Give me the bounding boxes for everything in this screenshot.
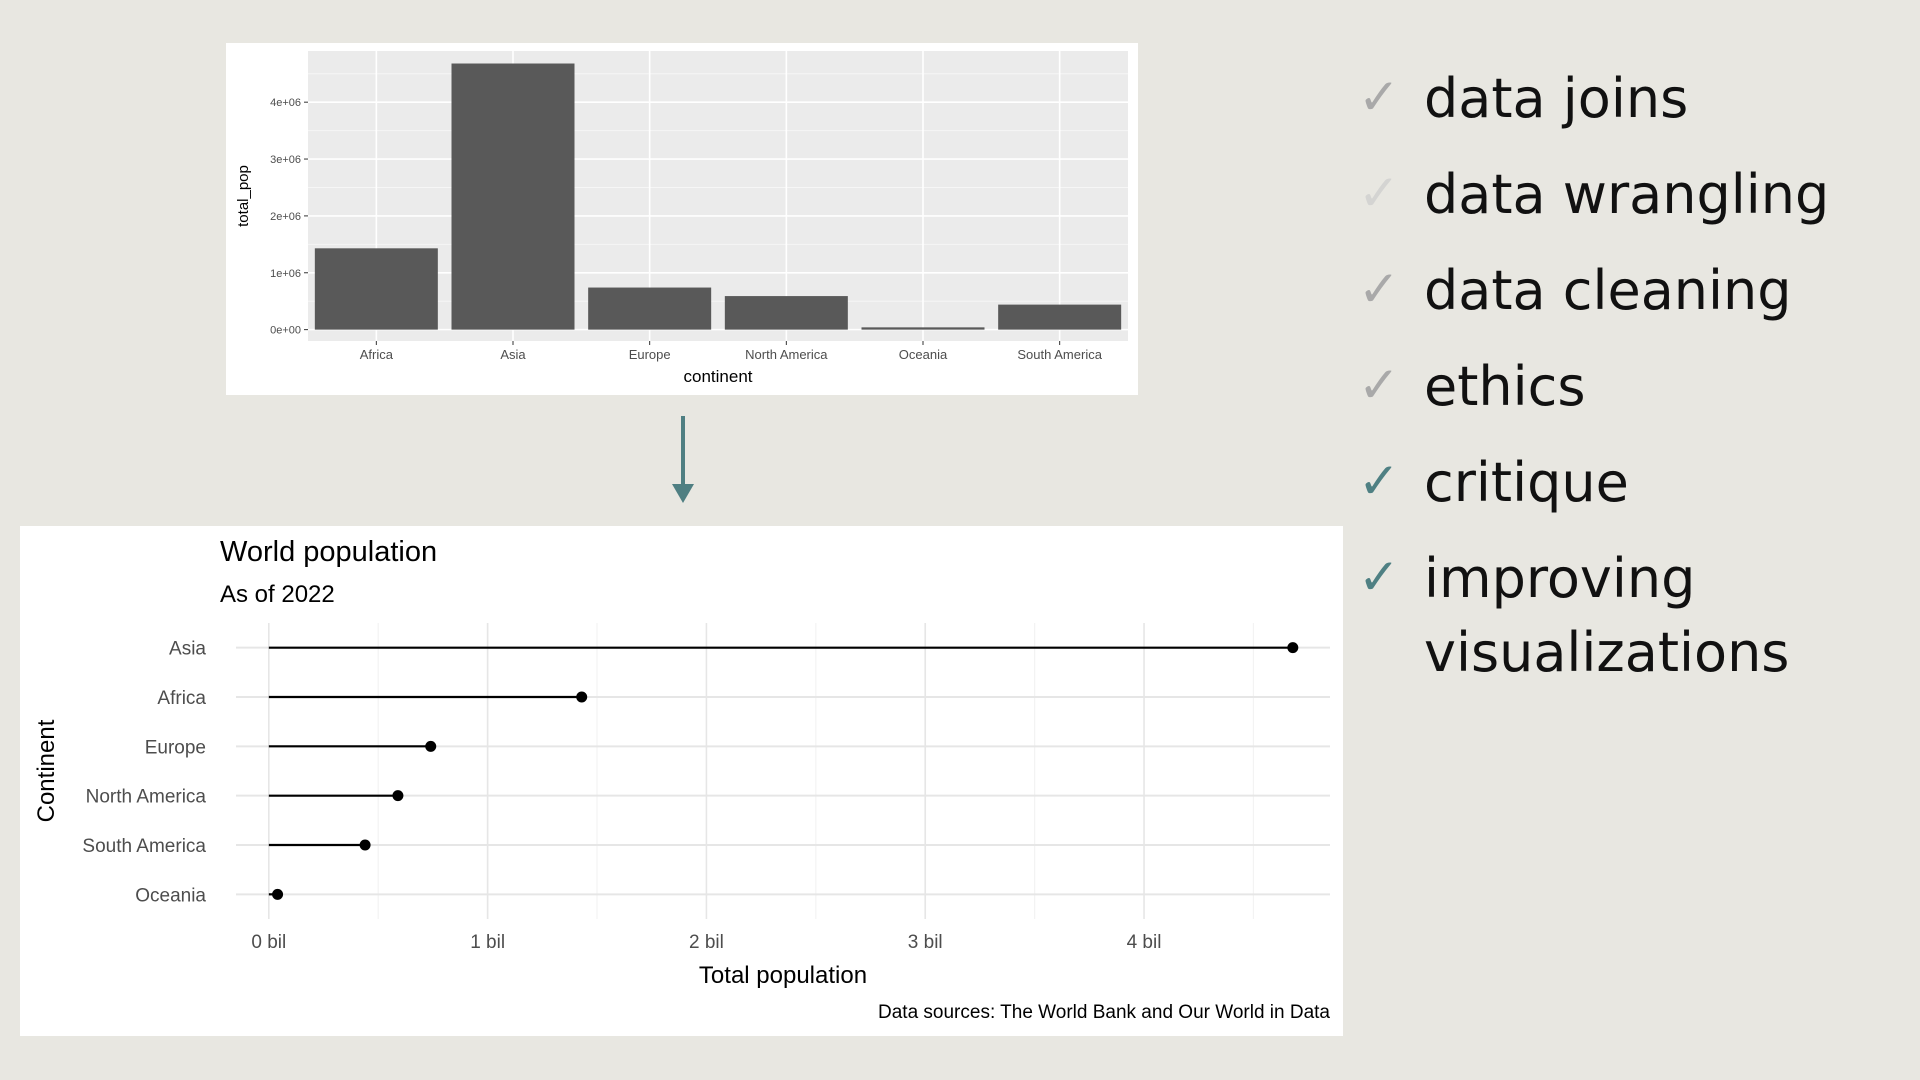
checklist-label: data cleaning xyxy=(1424,259,1792,322)
x-tick-label: Africa xyxy=(360,347,394,362)
down-arrow-icon xyxy=(672,416,694,503)
y-tick-label: South America xyxy=(82,836,206,857)
checklist-label: data wrangling xyxy=(1424,163,1830,226)
bar xyxy=(998,304,1122,330)
x-axis-label: Total population xyxy=(699,962,867,989)
chart-subtitle: As of 2022 xyxy=(220,581,335,608)
lollipop-point xyxy=(272,888,284,900)
y-axis-label: total_pop xyxy=(235,165,252,227)
y-tick-label: Asia xyxy=(169,639,206,660)
checklist-label: improving visualizations xyxy=(1424,547,1790,684)
lollipop-point xyxy=(392,790,404,802)
bar xyxy=(861,327,985,330)
checklist-label: critique xyxy=(1424,451,1629,514)
y-tick-label: North America xyxy=(86,787,207,808)
lollipop-chart-panel: 0 bil 1 bil 2 bil 3 bil 4 bil Asia Africa Europ… xyxy=(20,526,1343,1036)
check-mark-icon: ✓ xyxy=(1358,68,1400,126)
check-mark-icon: ✓ xyxy=(1358,548,1400,606)
checklist-item: ✓ data joins xyxy=(1350,62,1910,158)
y-tick-label: Europe xyxy=(145,737,206,758)
y-tick-label: 0e+00 xyxy=(270,325,301,337)
y-tick-label: 2e+06 xyxy=(270,211,301,223)
lollipop-point xyxy=(359,839,371,851)
checklist-item: ✓ critique xyxy=(1350,446,1910,542)
y-tick-label: Africa xyxy=(157,688,206,709)
check-mark-icon: ✓ xyxy=(1358,452,1400,510)
x-tick-label: Oceania xyxy=(899,347,948,362)
x-axis-label: continent xyxy=(684,367,753,386)
y-tick-label: Oceania xyxy=(135,885,206,906)
checklist-item: ✓ data cleaning xyxy=(1350,254,1910,350)
x-tick-label: Europe xyxy=(629,347,671,362)
x-tick-label: South America xyxy=(1017,347,1102,362)
chart-title: World population xyxy=(220,536,437,568)
lollipop-point xyxy=(425,740,437,752)
x-tick-label: 3 bil xyxy=(908,932,943,953)
bar xyxy=(451,63,575,330)
lollipop-point xyxy=(1287,642,1299,654)
x-tick-label: North America xyxy=(745,347,828,362)
topic-checklist: ✓ data joins ✓ data wrangling ✓ data cle… xyxy=(1350,62,1910,702)
y-tick-label: 3e+06 xyxy=(270,154,301,166)
plot-panel-background xyxy=(308,51,1128,341)
x-tick-label: 2 bil xyxy=(689,932,724,953)
y-tick-label: 1e+06 xyxy=(270,268,301,280)
checklist-label: ethics xyxy=(1424,355,1586,418)
checklist-item: ✓ ethics xyxy=(1350,350,1910,446)
x-tick-label: 4 bil xyxy=(1127,932,1162,953)
x-tick-label: 0 bil xyxy=(251,932,286,953)
x-tick-label: Asia xyxy=(500,347,526,362)
check-mark-icon: ✓ xyxy=(1358,260,1400,318)
check-mark-icon: ✓ xyxy=(1358,164,1400,222)
y-axis-label: Continent xyxy=(33,719,60,822)
lollipop-point xyxy=(576,691,588,703)
bar-chart-panel: 0e+00 1e+06 2e+06 3e+06 4e+06 Africa Asia Europ… xyxy=(226,43,1138,395)
checklist-label: data joins xyxy=(1424,67,1689,130)
check-mark-icon: ✓ xyxy=(1358,356,1400,414)
checklist-item: ✓ improving visualizations xyxy=(1350,542,1910,702)
y-tick-label: 4e+06 xyxy=(270,97,301,109)
x-tick-label: 1 bil xyxy=(470,932,505,953)
bar-chart: 0e+00 1e+06 2e+06 3e+06 4e+06 Africa Asia Europ… xyxy=(235,51,1128,386)
bar xyxy=(724,296,848,330)
bar xyxy=(588,287,712,330)
bar xyxy=(314,248,438,330)
checklist-item: ✓ data wrangling xyxy=(1350,158,1910,254)
chart-caption: Data sources: The World Bank and Our Wor… xyxy=(878,1002,1330,1023)
lollipop-chart: 0 bil 1 bil 2 bil 3 bil 4 bil Asia Africa Europ… xyxy=(33,536,1330,1023)
